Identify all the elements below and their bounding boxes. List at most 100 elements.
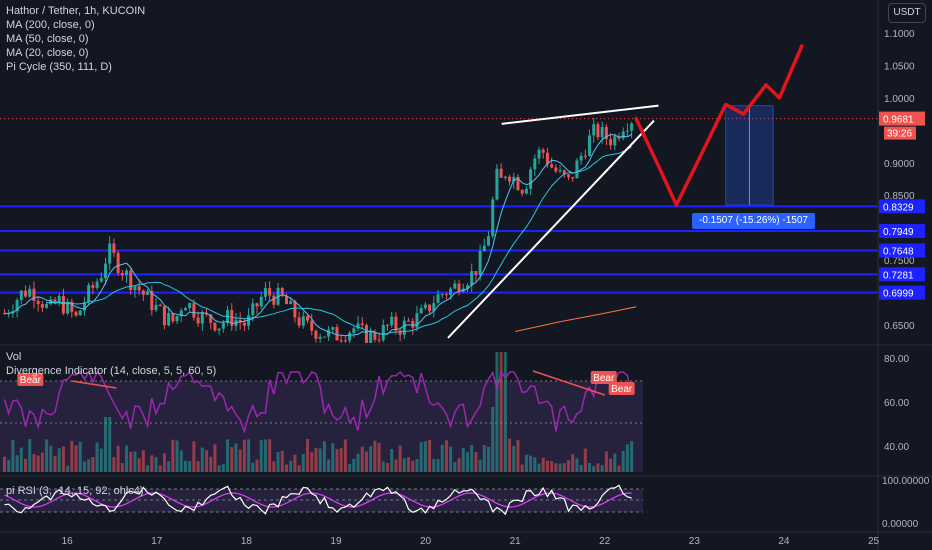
- volume-label[interactable]: Vol: [6, 351, 22, 363]
- candle-body: [419, 308, 423, 314]
- currency-button[interactable]: USDT: [888, 3, 926, 23]
- candle-body: [482, 245, 486, 252]
- candle-body: [394, 316, 398, 331]
- forecast-path: [634, 44, 804, 207]
- volume-bar: [491, 407, 495, 472]
- candle-body: [36, 300, 40, 305]
- candle-body: [592, 124, 596, 136]
- volume-bar: [196, 461, 200, 472]
- indicator-ma20[interactable]: MA (20, close, 0): [6, 47, 89, 59]
- candle-body: [554, 167, 558, 172]
- rsi-label[interactable]: pi RSI (3, -14, 15, 92, ohlc4): [6, 485, 144, 497]
- candle-body: [558, 170, 562, 172]
- candle-body: [609, 139, 613, 146]
- candle-body: [167, 313, 171, 326]
- candle-body: [377, 339, 381, 341]
- volume-bar: [49, 445, 53, 472]
- candle-body: [70, 301, 74, 312]
- candle-body: [579, 155, 583, 161]
- volume-bar: [562, 463, 566, 472]
- volume-bar: [82, 461, 86, 472]
- volume-bar: [91, 457, 95, 472]
- volume-bar: [550, 461, 554, 472]
- volume-bar: [554, 463, 558, 472]
- volume-bar: [394, 459, 398, 472]
- volume-bar: [343, 439, 347, 472]
- wedge-upper-line: [501, 104, 659, 125]
- volume-bar: [103, 417, 107, 472]
- volume-bar: [444, 440, 448, 472]
- volume-bar: [66, 465, 70, 472]
- candle-body: [520, 190, 524, 194]
- candle-body: [474, 271, 478, 275]
- volume-bar: [617, 465, 621, 472]
- divergence-label[interactable]: Divergence Indicator (14, close, 5, 5, 6…: [6, 365, 217, 377]
- candle-body: [545, 152, 549, 165]
- volume-bar: [470, 445, 474, 472]
- volume-bar: [61, 446, 65, 472]
- indicator-pi-cycle[interactable]: Pi Cycle (350, 111, D): [6, 61, 112, 73]
- candle-body: [457, 283, 461, 292]
- candle-body: [499, 168, 503, 178]
- volume-bar: [428, 439, 432, 472]
- volume-tick: 60.00: [884, 398, 909, 409]
- volume-bar: [571, 454, 575, 472]
- candle-body: [129, 270, 133, 291]
- candle-body: [188, 303, 192, 309]
- indicator-ma50[interactable]: MA (50, close, 0): [6, 33, 89, 45]
- indicator-ma200[interactable]: MA (200, close, 0): [6, 19, 95, 31]
- level-price-tag: [879, 223, 925, 238]
- volume-bar: [461, 448, 465, 472]
- volume-bar: [188, 461, 192, 472]
- candle-body: [423, 304, 427, 309]
- candle-body: [108, 243, 112, 264]
- candle-body: [141, 290, 145, 295]
- candle-body: [310, 320, 314, 331]
- candle-body: [407, 320, 411, 322]
- candle-body: [284, 295, 288, 305]
- candle-body: [571, 176, 575, 179]
- candle-body: [196, 317, 200, 324]
- level-price-tag: [879, 267, 925, 282]
- candle-body: [550, 164, 554, 168]
- candle-body: [364, 325, 368, 343]
- candle-body: [583, 155, 587, 157]
- candle-body: [436, 294, 440, 304]
- time-tick: 20: [420, 536, 432, 547]
- candle-body: [19, 290, 23, 301]
- candle-body: [356, 323, 360, 329]
- volume-bar: [297, 465, 301, 472]
- volume-bar: [230, 446, 234, 472]
- candle-body: [251, 303, 255, 316]
- volume-bar: [221, 464, 225, 472]
- candle-body: [440, 294, 444, 296]
- candle-body: [596, 124, 600, 138]
- volume-bar: [276, 452, 280, 472]
- volume-bar: [537, 463, 541, 472]
- candle-body: [529, 169, 533, 189]
- last-price-tag: [879, 111, 925, 126]
- candle-body: [120, 273, 124, 276]
- candle-body: [503, 176, 507, 178]
- candle-body: [470, 271, 474, 286]
- volume-bar: [348, 464, 352, 472]
- volume-bar: [432, 459, 436, 472]
- volume-bar: [238, 449, 242, 472]
- volume-bar: [465, 452, 469, 472]
- volume-bar: [263, 439, 267, 472]
- volume-bar: [120, 463, 124, 472]
- volume-bar: [516, 440, 520, 472]
- price-tick: 0.9000: [884, 159, 915, 170]
- volume-bar: [205, 450, 209, 472]
- candle-body: [175, 316, 179, 322]
- candle-body: [49, 299, 53, 304]
- symbol-title[interactable]: Hathor / Tether, 1h, KUCOIN: [6, 5, 146, 17]
- candle-body: [541, 149, 545, 153]
- candle-body: [192, 303, 196, 318]
- volume-bar: [558, 463, 562, 472]
- rsi-tick: 100.00000: [882, 476, 930, 487]
- candle-body: [87, 285, 91, 303]
- candle-body: [137, 286, 141, 291]
- volume-bar: [533, 457, 537, 472]
